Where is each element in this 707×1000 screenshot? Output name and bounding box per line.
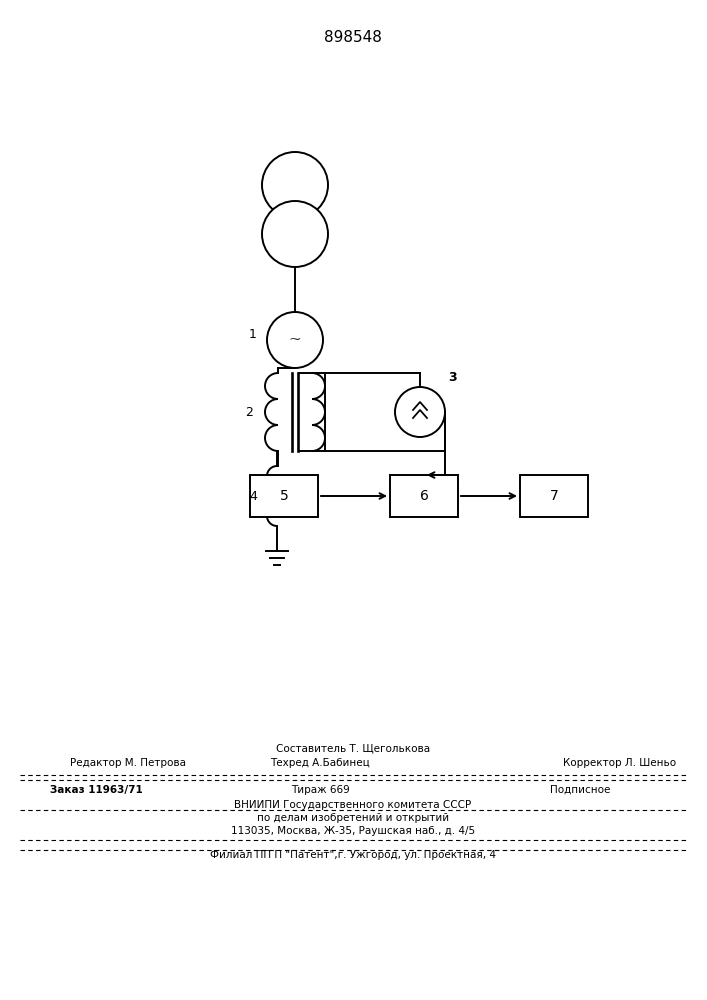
Text: Тираж 669: Тираж 669 <box>291 785 349 795</box>
Text: 898548: 898548 <box>324 30 382 45</box>
Text: 113035, Москва, Ж-35, Раушская наб., д. 4/5: 113035, Москва, Ж-35, Раушская наб., д. … <box>231 826 475 836</box>
Text: Корректор Л. Шеньо: Корректор Л. Шеньо <box>563 758 677 768</box>
Text: 7: 7 <box>549 489 559 503</box>
Text: 6: 6 <box>419 489 428 503</box>
Text: ВНИИПИ Государственного комитета СССР: ВНИИПИ Государственного комитета СССР <box>235 800 472 810</box>
Text: Редактор М. Петрова: Редактор М. Петрова <box>70 758 186 768</box>
Circle shape <box>262 201 328 267</box>
Text: Подписное: Подписное <box>550 785 610 795</box>
Text: 5: 5 <box>280 489 288 503</box>
Text: Составитель Т. Щеголькова: Составитель Т. Щеголькова <box>276 743 430 753</box>
Text: 3: 3 <box>448 371 457 384</box>
Text: 4: 4 <box>249 489 257 502</box>
Text: Заказ 11963/71: Заказ 11963/71 <box>50 785 143 795</box>
Text: 1: 1 <box>249 328 257 342</box>
Text: 2: 2 <box>245 406 253 418</box>
Text: Техред А.Бабинец: Техред А.Бабинец <box>270 758 370 768</box>
Text: Филиал ПП П "Патент",г. Ужгород, ул. Проектная, 4: Филиал ПП П "Патент",г. Ужгород, ул. Про… <box>210 850 496 860</box>
Bar <box>520 475 588 517</box>
Bar <box>390 475 458 517</box>
Circle shape <box>267 312 323 368</box>
Text: по делам изобретений и открытий: по делам изобретений и открытий <box>257 813 449 823</box>
Circle shape <box>262 152 328 218</box>
Text: ~: ~ <box>288 333 301 347</box>
Bar <box>250 475 318 517</box>
Circle shape <box>395 387 445 437</box>
